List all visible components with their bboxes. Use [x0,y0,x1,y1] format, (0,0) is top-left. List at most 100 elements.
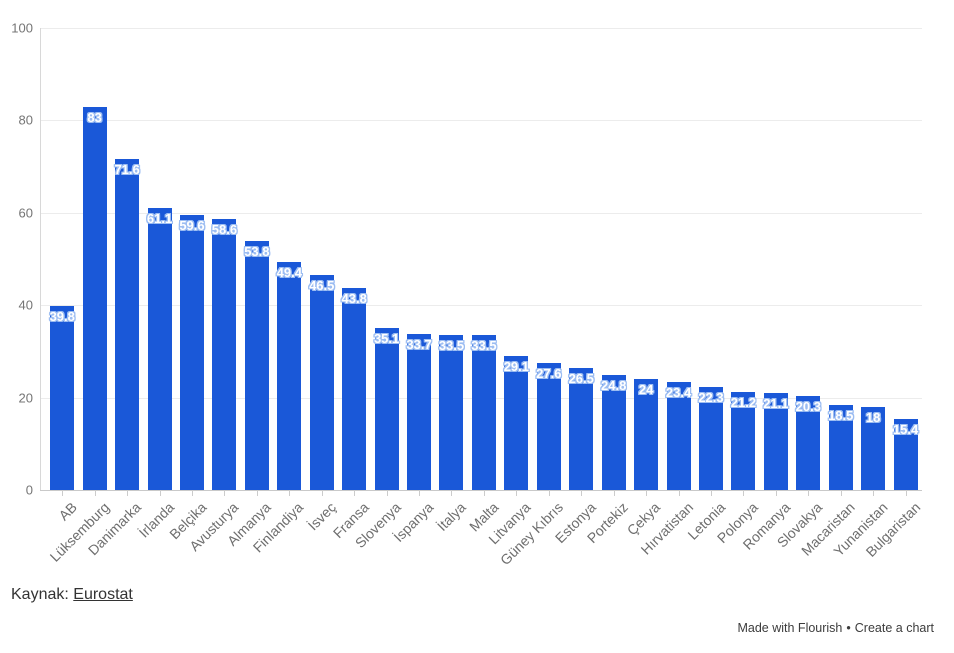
bar[interactable]: 27.6 [536,362,562,490]
bar-slot: 23.4 Hırvatistan [637,28,696,558]
bar-slot: 29.1 Litvanya [485,28,534,547]
x-axis-label: İtalya [433,499,469,534]
bar-slot: 33.7 İspanya [390,28,436,545]
bar[interactable]: 21.2 [730,392,757,490]
bar[interactable]: 83 [82,106,107,490]
y-axis: 0 20 40 60 80 100 [0,21,33,498]
bar[interactable]: 20.3 [795,396,821,490]
x-axis-tick [678,490,680,496]
x-axis-tick [581,490,583,496]
bar[interactable]: 61.1 [146,207,173,490]
bar-value-label: 22.3 [698,389,724,405]
bar-value-label: 21.1 [763,395,789,411]
x-axis-tick [840,490,842,496]
x-axis-tick [127,490,129,496]
y-axis-tick-label: 100 [11,20,33,36]
gridline [40,305,922,307]
bar-slot: 24 Çekya [624,28,663,538]
bar[interactable]: 33.5 [471,335,497,490]
bar[interactable]: 21.1 [763,392,789,490]
x-axis-tick [289,490,291,496]
x-axis-tick [646,490,648,496]
bar-value-label: 39.8 [49,309,75,325]
x-axis-label: AB [55,499,80,524]
bar-slot: 21.2 Polonya [714,28,761,546]
x-axis-tick [873,490,875,496]
bar[interactable]: 15.4 [892,418,919,490]
bar[interactable]: 39.8 [49,306,75,490]
bar-value-label: 33.5 [471,338,497,354]
x-axis-tick [808,490,810,496]
bar[interactable]: 33.7 [406,334,432,490]
plot-area: 39.8 AB 83 Lüksemburg 71.6 Danimarka 61.1 İrlan… [40,28,923,568]
bar[interactable]: 23.4 [666,381,691,490]
bar-value-label: 43.8 [341,290,367,306]
bar[interactable]: 59.6 [179,214,205,490]
create-a-chart-link[interactable]: Create a chart [854,621,934,635]
x-axis-tick [386,490,388,496]
x-axis-tick [451,490,453,496]
y-axis-tick-label: 80 [18,112,33,128]
bar[interactable]: 53.8 [244,241,270,490]
x-axis-tick [321,490,323,496]
source-prefix: Kaynak: [11,586,74,603]
bar[interactable]: 18 [861,406,886,490]
bar-value-label: 26.5 [568,370,594,386]
x-axis-tick [483,490,485,496]
x-axis-tick [516,490,518,496]
bar[interactable]: 26.5 [568,367,594,490]
bar-slot: 49.4 Finlandiya [250,28,307,555]
bar[interactable]: 24 [634,379,659,490]
bar-value-label: 71.6 [114,162,140,178]
bar[interactable]: 49.4 [276,261,302,490]
bar[interactable]: 35.1 [374,327,399,490]
credit-separator: • [846,621,851,635]
x-axis-tick [62,490,64,496]
source-line: Kaynak: Eurostat [11,586,133,604]
x-axis-tick [256,490,258,496]
y-axis-tick-label: 0 [25,482,33,498]
source-link[interactable]: Eurostat [73,586,133,603]
bar-slot: 61.1 İrlanda [135,28,177,541]
bar-value-label: 15.4 [892,421,919,437]
bar[interactable]: 24.8 [601,375,626,490]
bar-slot: 26.5 Estonya [551,28,599,546]
bar-value-label: 27.6 [536,365,562,381]
bar[interactable]: 46.5 [309,275,334,490]
bar-value-label: 29.1 [503,358,529,374]
bar-value-label: 20.3 [795,399,821,415]
bar-value-label: 58.6 [211,222,238,238]
bar[interactable]: 33.5 [439,335,464,490]
bar[interactable]: 18.5 [828,404,853,490]
x-axis-tick [191,490,193,496]
bar[interactable]: 43.8 [341,287,367,490]
bar-slot: 33.5 İtalya [434,28,469,534]
x-axis-tick [905,490,907,496]
gridline [40,212,922,214]
flourish-credit: Made with Flourish • Create a chart [737,621,934,635]
bar-slot: 15.4 Bulgaristan [862,28,923,560]
bar[interactable]: 71.6 [114,159,140,490]
bar-slot: 53.8 Almanya [224,28,274,549]
x-axis-tick [94,490,96,496]
y-axis-tick-label: 60 [18,205,33,221]
bar-slot: 18 Yunanistan [830,28,890,559]
bar-value-label: 24 [638,382,654,398]
bar[interactable]: 58.6 [211,219,238,490]
bar-slot: 59.6 Belçika [166,28,209,542]
bar[interactable]: 29.1 [503,355,529,490]
bar-value-label: 53.8 [244,244,270,260]
bars-group: 39.8 AB 83 Lüksemburg 71.6 Danimarka 61.1 İrlan… [46,28,923,568]
x-axis-tick [354,490,356,496]
made-with-flourish-link[interactable]: Made with Flourish [737,621,843,635]
bar-slot: 27.6 Güney Kıbrıs [497,28,566,568]
bar-slot: 21.1 Romanya [739,28,793,553]
bar[interactable]: 22.3 [698,386,724,490]
bar-value-label: 21.2 [730,395,757,411]
bar-slot: 33.5 Malta [466,28,501,535]
bar-value-label: 33.7 [406,337,432,353]
bar-value-label: 61.1 [146,210,173,226]
y-axis-tick-label: 40 [18,297,33,313]
bar-value-label: 49.4 [276,264,302,280]
